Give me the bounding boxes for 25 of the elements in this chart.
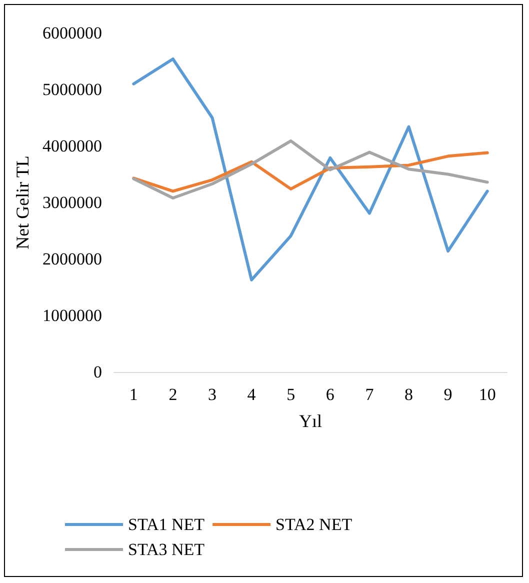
y-tick-label: 1000000: [42, 306, 102, 325]
line-series: [132, 151, 489, 193]
x-tick-label: 2: [168, 385, 178, 404]
y-tick-label: 0: [94, 362, 102, 382]
y-axis-title: Net Gelir TL: [12, 156, 33, 250]
legend-label: STA2 NET: [276, 515, 353, 534]
y-tick-label: 2000000: [42, 250, 102, 268]
y-tick-label: 3000000: [42, 193, 102, 212]
line-series: [132, 139, 489, 200]
x-tick-label: 8: [404, 385, 413, 404]
x-tick-label: 4: [247, 385, 256, 404]
y-tick-label: 4000000: [42, 136, 102, 156]
x-tick-label: 10: [478, 385, 496, 404]
y-tick-label: 6000000: [42, 24, 102, 42]
x-tick-label: 6: [326, 385, 334, 404]
x-tick-label: 5: [286, 385, 296, 404]
line-series: [132, 57, 489, 282]
x-tick-label: 7: [365, 385, 374, 404]
legend-label: STA1 NET: [128, 515, 206, 534]
legend-label: STA3 NET: [128, 540, 206, 559]
x-tick-label: 9: [444, 385, 452, 404]
x-axis-title: Yıl: [298, 411, 322, 431]
x-tick-label: 1: [129, 385, 138, 404]
y-tick-label: 5000000: [42, 80, 102, 99]
x-tick-label: 3: [208, 385, 216, 404]
